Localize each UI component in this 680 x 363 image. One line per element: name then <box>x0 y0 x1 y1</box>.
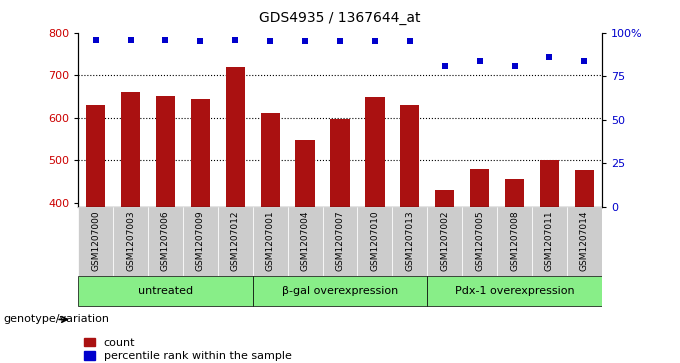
Bar <box>288 207 322 276</box>
Text: β-gal overexpression: β-gal overexpression <box>282 286 398 296</box>
Text: GSM1207002: GSM1207002 <box>440 210 449 271</box>
Bar <box>156 97 175 207</box>
Text: genotype/variation: genotype/variation <box>3 314 109 325</box>
Bar <box>121 92 140 207</box>
Bar <box>113 207 148 276</box>
Bar <box>575 170 594 207</box>
Text: GSM1207001: GSM1207001 <box>266 210 275 271</box>
Bar <box>260 113 279 207</box>
Bar <box>191 98 210 207</box>
Bar <box>253 277 427 306</box>
Bar <box>462 207 497 276</box>
Text: Pdx-1 overexpression: Pdx-1 overexpression <box>455 286 575 296</box>
Bar <box>567 207 602 276</box>
Text: GDS4935 / 1367644_at: GDS4935 / 1367644_at <box>259 11 421 25</box>
Bar <box>358 207 392 276</box>
Text: GSM1207004: GSM1207004 <box>301 210 309 271</box>
Bar <box>435 190 454 207</box>
Text: GSM1207009: GSM1207009 <box>196 210 205 271</box>
Bar <box>218 207 253 276</box>
Bar <box>86 105 105 207</box>
Bar <box>392 207 427 276</box>
Text: GSM1207013: GSM1207013 <box>405 210 414 271</box>
Bar <box>532 207 567 276</box>
Text: GSM1207005: GSM1207005 <box>475 210 484 271</box>
Text: GSM1207008: GSM1207008 <box>510 210 519 271</box>
Bar <box>427 207 462 276</box>
Bar <box>253 207 288 276</box>
Bar <box>226 67 245 207</box>
Text: GSM1207007: GSM1207007 <box>335 210 345 271</box>
Text: GSM1207012: GSM1207012 <box>231 210 240 271</box>
Text: GSM1207003: GSM1207003 <box>126 210 135 271</box>
Text: GSM1207006: GSM1207006 <box>161 210 170 271</box>
Text: GSM1207014: GSM1207014 <box>580 210 589 271</box>
Bar <box>148 207 183 276</box>
Text: GSM1207000: GSM1207000 <box>91 210 100 271</box>
Bar <box>497 207 532 276</box>
Text: untreated: untreated <box>138 286 193 296</box>
Bar <box>365 97 384 207</box>
Legend: count, percentile rank within the sample: count, percentile rank within the sample <box>84 338 292 361</box>
Bar <box>427 277 602 306</box>
Bar <box>296 140 315 207</box>
Bar <box>78 207 113 276</box>
Bar <box>183 207 218 276</box>
Bar <box>322 207 358 276</box>
Bar <box>330 119 350 207</box>
Bar <box>401 105 420 207</box>
Text: GSM1207011: GSM1207011 <box>545 210 554 271</box>
Bar <box>505 179 524 207</box>
Bar <box>78 277 253 306</box>
Bar <box>470 169 489 207</box>
Bar <box>540 160 559 207</box>
Text: GSM1207010: GSM1207010 <box>371 210 379 271</box>
